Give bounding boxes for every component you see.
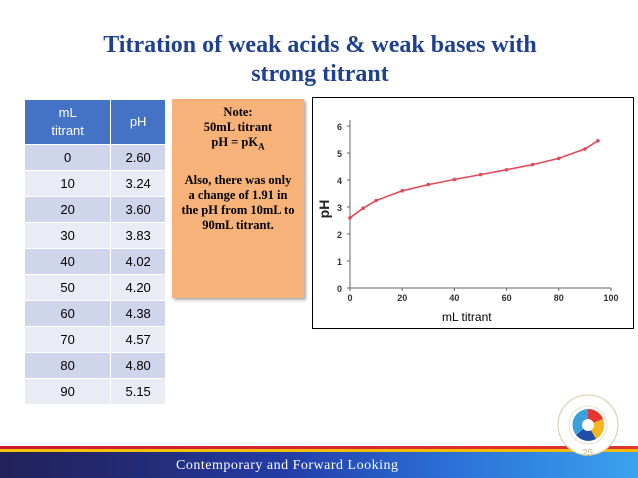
note-heading: Note: <box>223 105 253 119</box>
table-row: 80 4.80 <box>23 352 166 379</box>
y-tick-label: 0 <box>337 284 342 294</box>
cell-ph: 4.20 <box>110 274 166 301</box>
cell-ph: 3.83 <box>110 222 166 249</box>
cell-ml-titrant: 40 <box>23 248 112 275</box>
data-point <box>478 172 483 177</box>
cell-ml-titrant: 70 <box>23 326 112 353</box>
x-tick-label: 60 <box>502 293 512 303</box>
data-point <box>426 182 431 187</box>
y-tick-label: 2 <box>337 230 342 240</box>
table-row: 50 4.20 <box>23 274 166 301</box>
titration-table: mL titrant pH 0 2.60 10 3.24 20 3.60 30 3.83 40 4… <box>23 99 166 405</box>
cell-ph: 3.24 <box>110 170 166 197</box>
note-line-change-1: Also, there was only <box>184 172 292 187</box>
data-point <box>596 139 600 143</box>
note-line-change-4: 90mL titrant. <box>202 217 274 232</box>
slide-title-line1: Titration of weak acids & weak bases wit… <box>103 32 537 58</box>
cell-ph: 3.60 <box>110 196 166 223</box>
note-line-titrant: 50mL titrant <box>203 120 273 134</box>
university-seal-icon <box>557 394 619 456</box>
data-point <box>348 216 352 220</box>
titration-chart: 0 1 2 3 4 5 6 0 20 40 60 80 100 pH <box>312 97 634 329</box>
y-tick-label: 5 <box>337 149 342 159</box>
data-point <box>504 167 509 172</box>
cell-ph: 2.60 <box>110 144 166 171</box>
note-line-pka: pH = pKA <box>172 135 304 155</box>
footer-bar <box>0 452 638 478</box>
cell-ph: 5.15 <box>110 378 166 405</box>
chart-y-axis-label: pH <box>316 200 332 219</box>
cell-ml-titrant: 60 <box>23 300 112 327</box>
table-row: 30 3.83 <box>23 222 166 249</box>
table-row: 90 5.15 <box>23 378 166 405</box>
note-line-change-3: the pH from 10mL to <box>181 202 295 217</box>
x-tick-label: 80 <box>554 293 564 303</box>
note-box: Note: 50mL titrant pH = pKA Also, there … <box>172 99 304 298</box>
page-number: 25 <box>582 448 594 459</box>
cell-ml-titrant: 30 <box>23 222 112 249</box>
cell-ph: 4.38 <box>110 300 166 327</box>
header-ml-line1: mL <box>58 105 77 120</box>
slide-title: Titration of weak acids & weak bases wit… <box>30 31 610 89</box>
footer-stripe-red <box>0 446 638 449</box>
y-tick-label: 6 <box>337 122 342 132</box>
x-tick-label: 100 <box>603 293 618 303</box>
data-point <box>400 189 404 193</box>
cell-ml-titrant: 80 <box>23 352 112 379</box>
footer-tagline: Contemporary and Forward Looking <box>176 458 399 473</box>
cell-ph: 4.57 <box>110 326 166 353</box>
data-point <box>361 206 365 211</box>
chart-x-axis-label: mL titrant <box>442 310 492 324</box>
cell-ph: 4.80 <box>110 352 166 379</box>
x-tick-label: 40 <box>449 293 459 303</box>
data-point <box>583 147 587 151</box>
table-row: 60 4.38 <box>23 300 166 327</box>
cell-ml-titrant: 20 <box>23 196 112 223</box>
data-point <box>452 177 457 182</box>
y-tick-label: 4 <box>337 176 342 186</box>
cell-ml-titrant: 50 <box>23 274 112 301</box>
cell-ph: 4.02 <box>110 248 166 275</box>
data-point <box>374 198 378 203</box>
cell-ml-titrant: 10 <box>23 170 112 197</box>
slide-title-line2: strong titrant <box>251 61 389 87</box>
x-tick-label: 0 <box>347 293 352 303</box>
header-ml-titrant: mL titrant <box>23 99 112 145</box>
series-line <box>349 140 599 219</box>
table-row: 0 2.60 <box>23 144 166 171</box>
y-tick-label: 3 <box>337 203 342 213</box>
table-row: 70 4.57 <box>23 326 166 353</box>
cell-ml-titrant: 90 <box>23 378 112 405</box>
header-ml-line2: titrant <box>51 123 84 138</box>
footer-stripe-yellow <box>0 449 638 452</box>
x-tick-label: 20 <box>397 293 407 303</box>
header-ph: pH <box>110 99 166 145</box>
data-point <box>557 156 561 161</box>
note-pka-sub: A <box>258 141 265 152</box>
note-line-change-2: a change of 1.91 in <box>188 187 288 202</box>
note-pka-main: pH = pK <box>211 135 259 149</box>
cell-ml-titrant: 0 <box>23 144 112 171</box>
data-point <box>530 162 535 167</box>
y-tick-label: 1 <box>337 257 342 267</box>
table-row: 20 3.60 <box>23 196 166 223</box>
table-row: 40 4.02 <box>23 248 166 275</box>
table-header-row: mL titrant pH <box>23 99 166 145</box>
table-row: 10 3.24 <box>23 170 166 197</box>
